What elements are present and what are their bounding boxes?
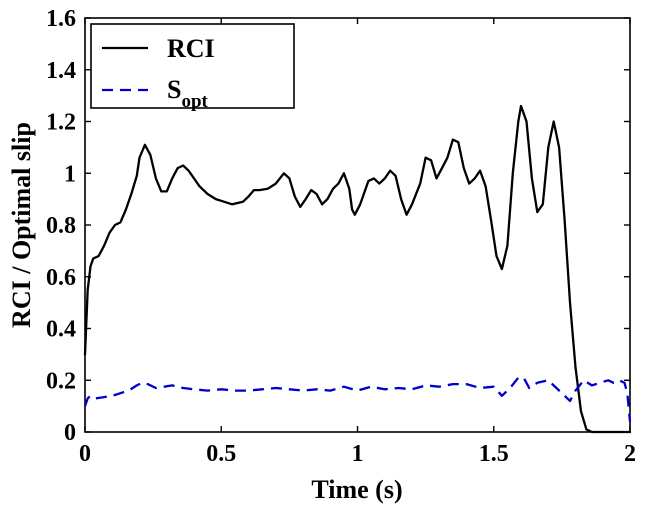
tick-group: 0 0.5 1 1.5 2 0 0.2 0.4 0.6 0.8 1 1.2 1.4 1.6 <box>46 6 636 467</box>
y-tick-label: 0.6 <box>46 265 76 291</box>
y-axis-label: RCI / Optimal slip <box>7 122 36 328</box>
y-tick-label: 0.4 <box>46 317 76 343</box>
y-tick-label: 0.8 <box>46 213 76 239</box>
x-tick-label: 1 <box>352 441 364 467</box>
y-tick-label: 1 <box>64 161 76 187</box>
y-tick-label: 1.6 <box>46 6 76 32</box>
series-line-sopt <box>83 376 632 422</box>
series-group <box>83 104 632 434</box>
y-tick-label: 1.4 <box>46 58 76 84</box>
x-tick-label: 0 <box>79 441 91 467</box>
x-tick-label: 1.5 <box>479 441 509 467</box>
series-line-rci <box>83 104 632 434</box>
x-axis-label: Time (s) <box>311 475 402 504</box>
legend-label-rci: RCI <box>167 34 215 63</box>
x-tick-label: 0.5 <box>206 441 236 467</box>
legend-label-sopt-sub: opt <box>181 91 208 112</box>
y-tick-label: 0 <box>64 420 76 446</box>
x-tick-label: 2 <box>624 441 636 467</box>
legend-label-sopt: Sopt <box>167 75 209 112</box>
legend: RCI Sopt <box>90 23 295 112</box>
legend-label-sopt-main: S <box>167 75 181 104</box>
y-tick-label: 0.2 <box>46 368 76 394</box>
legend-box <box>90 23 295 109</box>
y-tick-label: 1.2 <box>46 110 76 136</box>
